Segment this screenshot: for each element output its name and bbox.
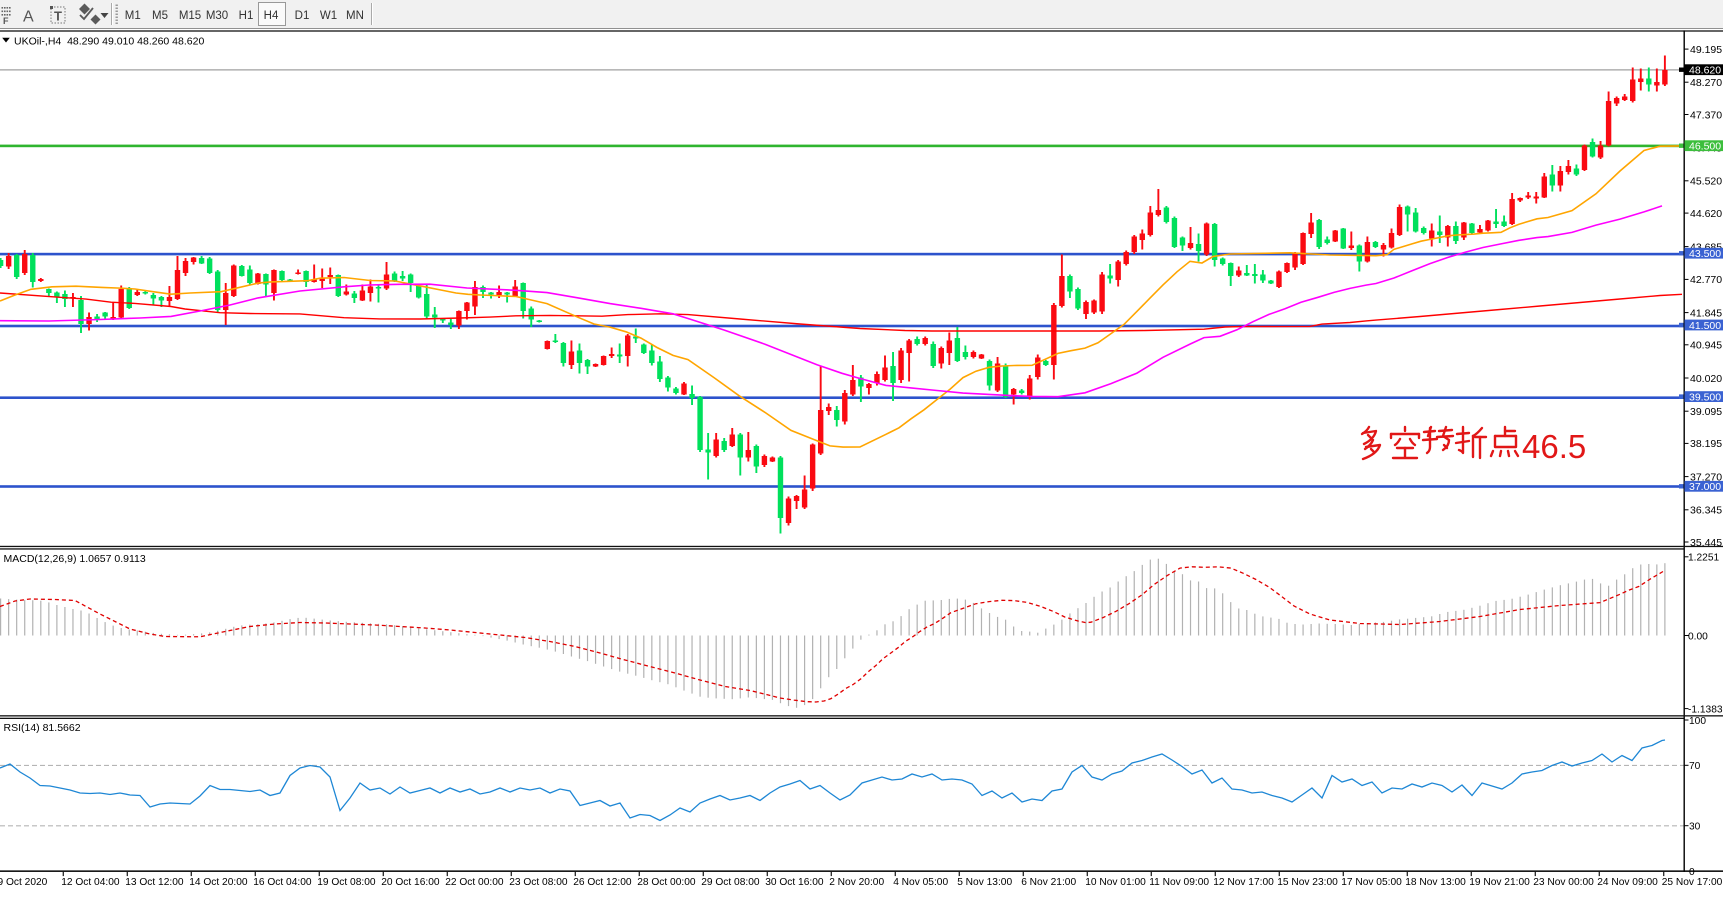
svg-text:43.500: 43.500: [1689, 248, 1721, 260]
svg-text:17 Nov 05:00: 17 Nov 05:00: [1341, 877, 1402, 888]
svg-text:70: 70: [1689, 761, 1701, 772]
svg-text:2 Nov 20:00: 2 Nov 20:00: [829, 877, 884, 888]
svg-text:39.500: 39.500: [1689, 392, 1721, 404]
svg-text:40.020: 40.020: [1690, 373, 1722, 385]
svg-text:24 Nov 09:00: 24 Nov 09:00: [1597, 877, 1658, 888]
svg-text:16 Oct 04:00: 16 Oct 04:00: [253, 877, 312, 888]
svg-text:10 Nov 01:00: 10 Nov 01:00: [1085, 877, 1146, 888]
svg-text:19 Nov 21:00: 19 Nov 21:00: [1469, 877, 1530, 888]
svg-text:36.345: 36.345: [1690, 505, 1722, 517]
svg-text:UKOil-,H4 48.290 49.010 48.26: UKOil-,H4 48.290 49.010 48.260 48.620: [14, 36, 204, 48]
svg-text:41.845: 41.845: [1690, 307, 1722, 319]
svg-text:9 Oct 2020: 9 Oct 2020: [0, 877, 48, 888]
svg-text:42.770: 42.770: [1690, 274, 1722, 286]
svg-text:100: 100: [1689, 716, 1706, 727]
svg-text:49.195: 49.195: [1690, 44, 1722, 56]
svg-text:20 Oct 16:00: 20 Oct 16:00: [381, 877, 440, 888]
svg-text:46.500: 46.500: [1689, 141, 1721, 153]
svg-text:12 Nov 17:00: 12 Nov 17:00: [1213, 877, 1274, 888]
svg-text:29 Oct 08:00: 29 Oct 08:00: [701, 877, 760, 888]
svg-text:38.195: 38.195: [1690, 438, 1722, 450]
svg-text:23 Nov 00:00: 23 Nov 00:00: [1533, 877, 1594, 888]
svg-text:35.445: 35.445: [1690, 537, 1722, 549]
svg-text:46.5: 46.5: [1522, 428, 1586, 465]
svg-text:25 Nov 17:00: 25 Nov 17:00: [1662, 877, 1723, 888]
svg-text:44.620: 44.620: [1690, 208, 1722, 220]
svg-text:4 Nov 05:00: 4 Nov 05:00: [893, 877, 948, 888]
svg-text:19 Oct 08:00: 19 Oct 08:00: [317, 877, 376, 888]
svg-text:47.370: 47.370: [1690, 109, 1722, 121]
svg-text:15 Nov 23:00: 15 Nov 23:00: [1277, 877, 1338, 888]
svg-text:13 Oct 12:00: 13 Oct 12:00: [125, 877, 184, 888]
svg-text:40.945: 40.945: [1690, 340, 1722, 352]
svg-text:14 Oct 20:00: 14 Oct 20:00: [189, 877, 248, 888]
svg-text:26 Oct 12:00: 26 Oct 12:00: [573, 877, 632, 888]
svg-text:1.2251: 1.2251: [1688, 553, 1719, 564]
svg-text:41.500: 41.500: [1689, 320, 1721, 332]
svg-text:5 Nov 13:00: 5 Nov 13:00: [957, 877, 1012, 888]
svg-text:45.520: 45.520: [1690, 176, 1722, 188]
svg-text:0.00: 0.00: [1688, 631, 1708, 642]
svg-text:30: 30: [1689, 822, 1701, 833]
svg-text:48.270: 48.270: [1690, 77, 1722, 89]
svg-text:22 Oct 00:00: 22 Oct 00:00: [445, 877, 504, 888]
svg-text:30 Oct 16:00: 30 Oct 16:00: [765, 877, 824, 888]
svg-text:18 Nov 13:00: 18 Nov 13:00: [1405, 877, 1466, 888]
svg-text:23 Oct 08:00: 23 Oct 08:00: [509, 877, 568, 888]
svg-text:11 Nov 09:00: 11 Nov 09:00: [1149, 877, 1209, 888]
svg-text:48.620: 48.620: [1689, 65, 1721, 77]
svg-text:12 Oct 04:00: 12 Oct 04:00: [61, 877, 120, 888]
svg-text:39.095: 39.095: [1690, 406, 1722, 418]
svg-text:28 Oct 00:00: 28 Oct 00:00: [637, 877, 696, 888]
svg-text:-1.1383: -1.1383: [1688, 704, 1723, 715]
svg-text:37.000: 37.000: [1689, 481, 1721, 493]
svg-text:RSI(14) 81.5662: RSI(14) 81.5662: [4, 722, 81, 734]
svg-text:MACD(12,26,9) 1.0657 0.9113: MACD(12,26,9) 1.0657 0.9113: [4, 553, 146, 565]
svg-text:6 Nov 21:00: 6 Nov 21:00: [1021, 877, 1076, 888]
